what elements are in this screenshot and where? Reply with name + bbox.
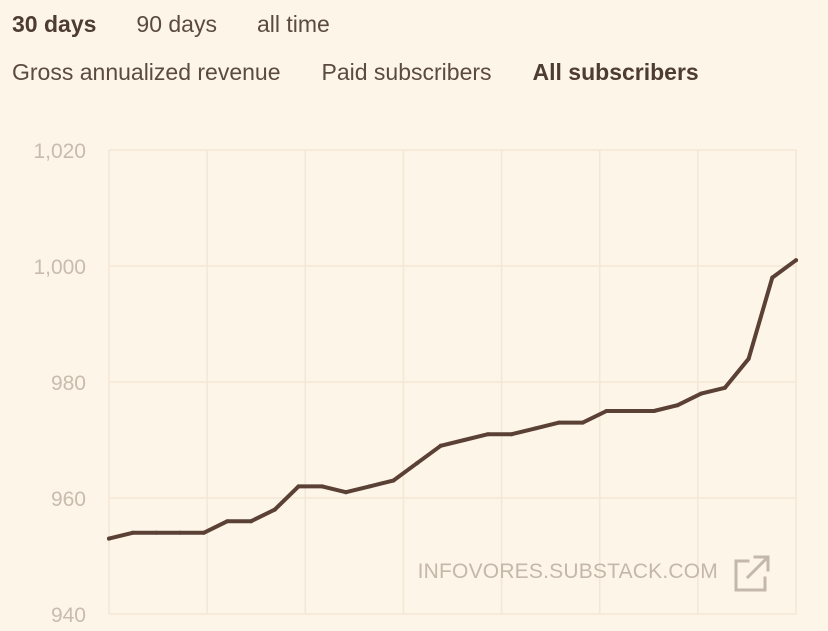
tab-gross-annualized-revenue[interactable]: Gross annualized revenue (12, 59, 281, 85)
data-point (651, 409, 656, 413)
data-point (414, 461, 419, 466)
tab-all-subscribers[interactable]: All subscribers (532, 59, 699, 85)
data-point (272, 507, 277, 512)
data-point (699, 391, 704, 396)
data-point (604, 409, 609, 413)
data-point (296, 484, 301, 489)
data-point (154, 530, 159, 535)
data-point (367, 484, 372, 489)
tab-90-days[interactable]: 90 days (136, 11, 217, 37)
data-point (770, 275, 775, 280)
data-point (533, 426, 538, 431)
y-tick-label: 1,020 (33, 140, 86, 163)
data-point (320, 484, 325, 489)
y-tick-label: 960 (51, 488, 86, 511)
watermark[interactable]: INFOVORES.SUBSTACK.COM (418, 555, 770, 592)
data-point (391, 478, 396, 483)
data-point (486, 432, 491, 437)
data-point (557, 420, 562, 425)
data-point (509, 432, 514, 437)
tab-paid-subscribers[interactable]: Paid subscribers (321, 59, 492, 85)
data-point (178, 530, 183, 535)
y-axis-ticks: 940 960 980 1,000 1,020 (33, 140, 86, 627)
tab-30-days[interactable]: 30 days (12, 11, 97, 37)
watermark-text: INFOVORES.SUBSTACK.COM (418, 560, 718, 583)
data-point (201, 530, 206, 535)
data-point (794, 258, 798, 263)
data-point (675, 403, 680, 408)
y-tick-label: 980 (51, 372, 86, 395)
data-point (628, 409, 633, 413)
data-point (438, 443, 443, 448)
data-point (225, 519, 230, 524)
series-line (107, 258, 798, 541)
y-tick-label: 940 (51, 604, 86, 627)
y-tick-label: 1,000 (33, 256, 86, 279)
data-point (746, 356, 751, 361)
data-point (462, 438, 467, 442)
tab-all-time[interactable]: all time (256, 11, 330, 37)
data-point (249, 519, 254, 524)
data-point (343, 490, 348, 495)
chart-grid (108, 149, 797, 615)
range-tabs: 30 days 90 days all time (12, 11, 370, 38)
external-link-icon (734, 555, 770, 592)
metric-tabs: Gross annualized revenue Paid subscriber… (12, 59, 740, 86)
data-point (130, 530, 135, 535)
data-point (580, 420, 585, 425)
chart-series (107, 258, 798, 541)
data-point (107, 536, 111, 541)
data-point (722, 385, 727, 390)
